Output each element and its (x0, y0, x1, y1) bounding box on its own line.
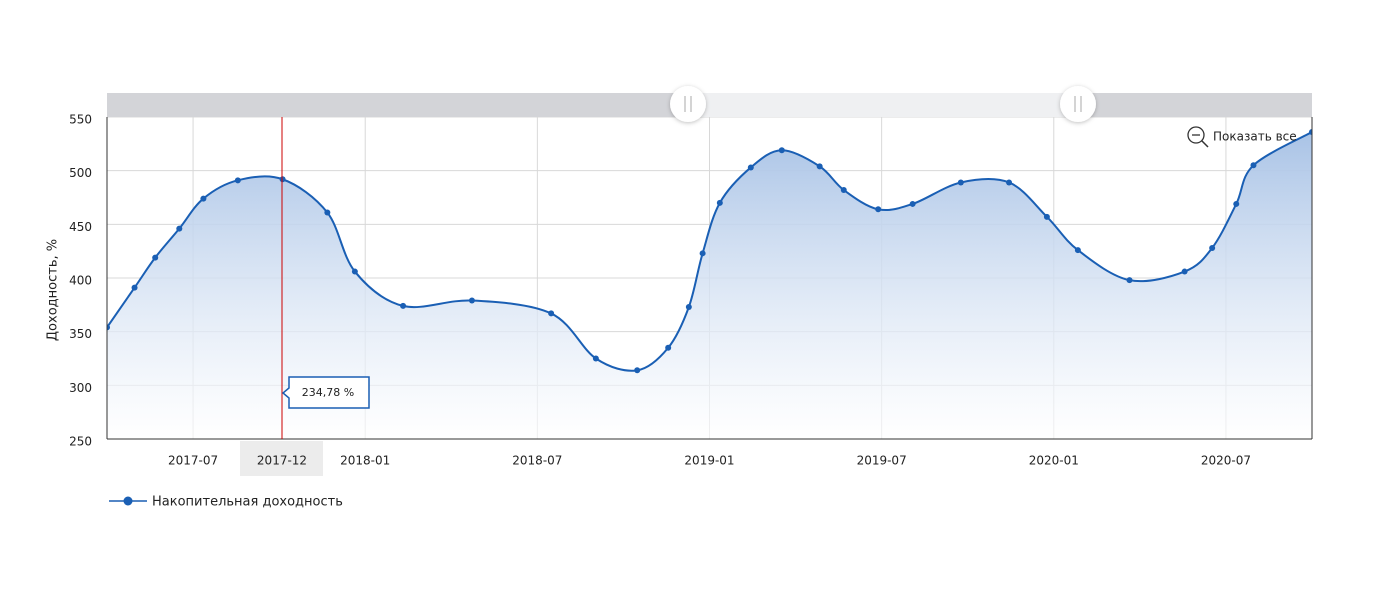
point (634, 367, 641, 374)
point (665, 344, 672, 351)
point (131, 284, 138, 291)
point (1126, 277, 1133, 284)
area (107, 132, 1312, 439)
y-tick-label: 250 (69, 435, 92, 449)
point (957, 179, 964, 186)
point (592, 355, 599, 362)
point (200, 195, 207, 202)
point (685, 303, 692, 310)
y-tick-label: 400 (69, 274, 92, 288)
x-tick-label: 2020-01 (1029, 454, 1079, 468)
point (152, 254, 159, 261)
y-tick-label: 550 (69, 113, 92, 127)
tooltip (281, 376, 370, 409)
point (1181, 268, 1188, 275)
point (909, 200, 916, 207)
point (324, 209, 331, 216)
x-tick-label: 2020-07 (1201, 454, 1251, 468)
point (778, 147, 785, 154)
point (699, 250, 706, 257)
x-tick-label: 2019-01 (684, 454, 734, 468)
tooltip-text: 234,78 % (302, 386, 354, 399)
x-tick-label: 2018-01 (340, 454, 390, 468)
point (1074, 247, 1081, 254)
point (1309, 129, 1312, 136)
point (1233, 200, 1240, 207)
reset-zoom-text[interactable]: Показать все (1213, 130, 1297, 144)
x-tick-label: 2019-07 (857, 454, 907, 468)
point (840, 186, 847, 193)
point (1250, 162, 1257, 169)
navigator-selection[interactable] (688, 93, 1078, 117)
navigator-handle[interactable] (1060, 86, 1096, 122)
x-tick-label: 2018-07 (512, 454, 562, 468)
line (107, 131, 1312, 372)
crosshair-label: 2017-12 (257, 454, 307, 468)
y-axis-title: Доходность, % (46, 239, 61, 341)
point (1209, 244, 1216, 251)
y-tick-label: 300 (69, 381, 92, 395)
point (176, 225, 183, 232)
point (279, 176, 286, 183)
y-tick-label: 500 (69, 166, 92, 180)
point (234, 177, 241, 184)
point (716, 199, 723, 206)
point (1006, 179, 1013, 186)
navigator-handle[interactable] (670, 86, 706, 122)
point (816, 163, 823, 170)
point (351, 268, 358, 275)
point (875, 206, 882, 213)
crosshair-label-box (240, 441, 323, 476)
x-tick-label: 2017-07 (168, 454, 218, 468)
legend-text[interactable]: Накопительная доходность (152, 495, 343, 510)
point (107, 324, 110, 331)
point (747, 164, 754, 171)
point (468, 297, 475, 304)
y-tick-label: 350 (69, 327, 92, 341)
point (400, 302, 407, 309)
point (548, 310, 555, 317)
legend-marker (123, 496, 133, 506)
reset-zoom[interactable]: Показать все (1187, 126, 1297, 148)
point (1043, 213, 1050, 220)
y-tick-label: 450 (69, 220, 92, 234)
